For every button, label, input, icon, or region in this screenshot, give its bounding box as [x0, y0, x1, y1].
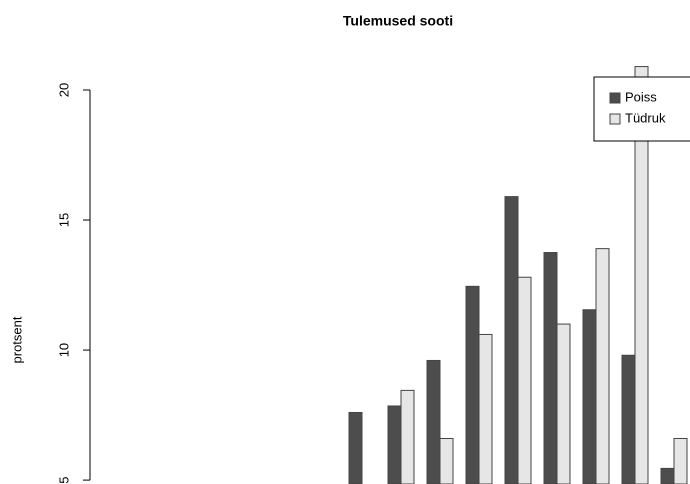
y-tick-label: 15	[56, 213, 71, 227]
bar	[660, 467, 675, 484]
legend-swatch	[609, 92, 621, 104]
legend-swatch	[609, 113, 621, 125]
legend-box	[593, 76, 690, 142]
bar	[621, 354, 636, 484]
y-tick-label: 5	[56, 476, 71, 483]
bar	[400, 389, 415, 484]
bar	[348, 411, 363, 484]
y-tick-label: 20	[56, 83, 71, 97]
bar	[556, 323, 571, 484]
y-tick-label: 10	[56, 343, 71, 357]
chart-title: Tulemused sooti	[343, 13, 453, 29]
bar	[543, 252, 558, 484]
bar	[582, 309, 597, 484]
bar	[504, 196, 519, 484]
bar	[517, 276, 532, 484]
bar	[478, 333, 493, 484]
bar	[426, 359, 441, 484]
bar	[673, 437, 688, 484]
bar	[465, 285, 480, 484]
y-axis-label: protsent	[9, 316, 24, 363]
legend-label: Poiss	[625, 89, 657, 104]
bar	[595, 248, 610, 484]
bar	[439, 437, 454, 484]
legend-label: Tüdruk	[625, 110, 666, 125]
bar	[634, 66, 649, 484]
bar	[387, 405, 402, 484]
